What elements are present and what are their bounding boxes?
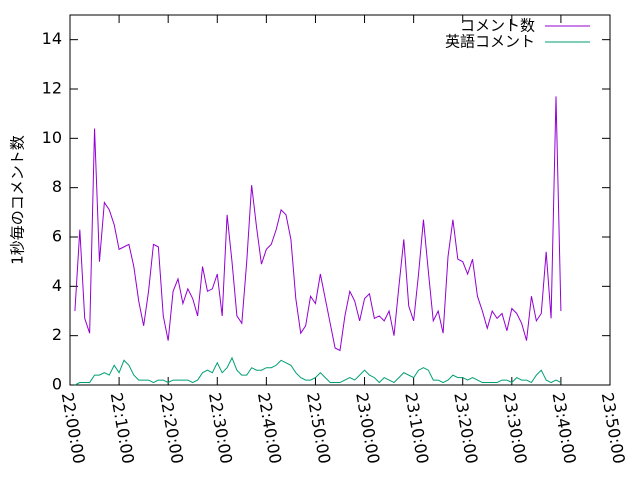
x-tick-label: 23:20:00: [450, 391, 481, 465]
x-tick-label: 23:40:00: [549, 391, 580, 465]
x-tick-label: 22:00:00: [58, 391, 89, 465]
legend-label: コメント数: [460, 17, 535, 35]
x-tick-label: 23:50:00: [598, 391, 629, 465]
x-tick-label: 22:20:00: [156, 391, 187, 465]
y-tick-label: 0: [52, 375, 62, 394]
legend-label: 英語コメント: [445, 33, 535, 51]
x-tick-label: 22:50:00: [303, 391, 334, 465]
x-tick-label: 22:30:00: [205, 391, 236, 465]
y-tick-label: 8: [52, 177, 62, 196]
x-tick-label: 23:00:00: [352, 391, 383, 465]
y-tick-label: 4: [52, 276, 62, 295]
x-tick-label: 22:10:00: [107, 391, 138, 465]
y-tick-label: 12: [42, 79, 62, 98]
series-line: [74, 96, 562, 352]
y-tick-label: 6: [52, 227, 62, 246]
y-tick-label: 14: [42, 29, 62, 48]
plot-frame: [69, 14, 611, 386]
y-tick-label: 2: [52, 325, 62, 344]
x-tick-label: 23:30:00: [499, 391, 530, 465]
y-axis-label: 1秒毎のコメント数: [9, 135, 27, 265]
series-line: [74, 356, 562, 386]
x-tick-label: 23:10:00: [401, 391, 432, 465]
y-tick-label: 10: [42, 128, 62, 147]
x-tick-label: 22:40:00: [254, 391, 285, 465]
